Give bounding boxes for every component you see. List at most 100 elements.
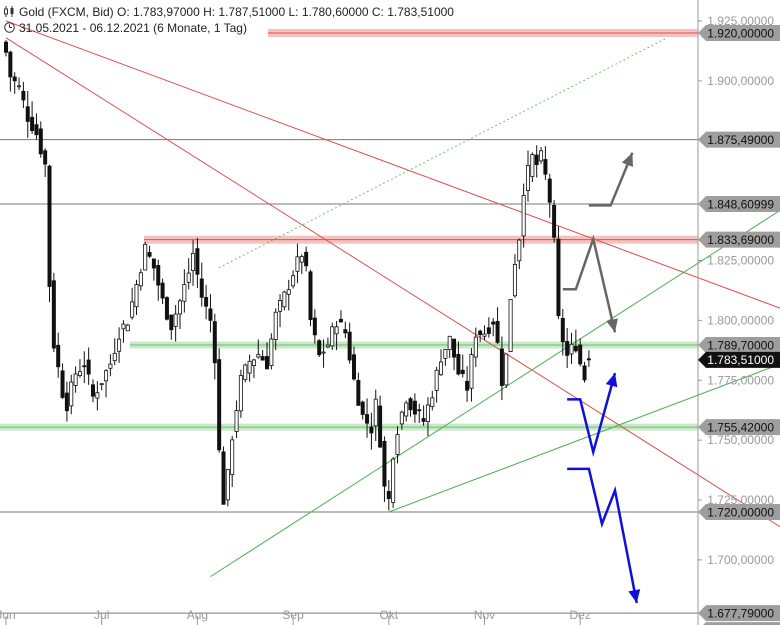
candle-body — [164, 297, 169, 320]
candle-body — [182, 284, 187, 302]
scenario-arrow-line — [588, 152, 634, 207]
month-label: Jul — [94, 608, 109, 622]
candle-body — [25, 106, 30, 122]
candle-body — [356, 379, 361, 406]
candle — [452, 338, 457, 371]
candle-body — [312, 317, 317, 336]
candle-body — [304, 251, 309, 267]
candle — [221, 446, 226, 505]
candle — [151, 258, 156, 281]
scenario-arrow-line — [567, 467, 638, 604]
candle — [360, 400, 365, 420]
candle-body — [543, 159, 548, 175]
candle — [291, 270, 296, 289]
candle-body — [221, 451, 226, 505]
candle — [547, 173, 552, 218]
candle — [460, 354, 465, 378]
candle-body — [273, 311, 278, 341]
candle-body — [208, 308, 213, 321]
candle-body — [8, 51, 13, 78]
candle-body — [399, 411, 404, 425]
candle-body — [195, 248, 200, 275]
month-label: Aug — [187, 608, 208, 622]
candle — [391, 457, 396, 508]
candle-body — [160, 282, 165, 299]
price-tick-label: 1.925,00000 — [707, 14, 774, 28]
candle — [573, 329, 578, 353]
candle — [38, 121, 43, 158]
candle-body — [330, 326, 335, 347]
price-tick-label: 1.800,00000 — [707, 313, 774, 327]
candle — [269, 333, 274, 370]
candle-body — [408, 398, 413, 411]
price-tick-label: 1.825,00000 — [707, 254, 774, 268]
level-label: 1.789,70000 — [698, 337, 780, 354]
candle-body — [417, 409, 422, 412]
level-labels: 1.920,00000 1.875,49000 1.848,60999 1.833,6… — [698, 24, 780, 625]
candle — [30, 101, 35, 134]
candle-body — [565, 341, 570, 356]
candle — [404, 400, 409, 422]
candle-body — [552, 204, 557, 238]
candle-body — [291, 275, 296, 287]
candle — [526, 150, 531, 202]
candle — [91, 379, 96, 403]
candle — [482, 325, 487, 341]
candle-body — [338, 318, 343, 323]
candle-body — [269, 338, 274, 367]
candle — [273, 308, 278, 351]
candle-body — [486, 327, 491, 334]
scenario-arrow-line — [562, 234, 617, 333]
candle — [478, 329, 483, 343]
candle — [351, 346, 356, 381]
month-label: Okt — [379, 608, 398, 622]
trendline — [5, 20, 780, 309]
candle — [256, 339, 261, 359]
candle — [456, 341, 461, 376]
candle-body — [347, 331, 352, 361]
candle-body — [260, 356, 265, 361]
candle — [543, 146, 548, 180]
candle — [182, 269, 187, 313]
candle — [386, 480, 391, 511]
candle — [473, 327, 478, 367]
candle-body — [308, 271, 313, 320]
label-tag — [698, 419, 780, 436]
scenario-arrow-head — [606, 318, 618, 333]
candle-body — [378, 405, 383, 448]
label-text: 1.875,49000 — [707, 133, 774, 147]
month-axis: Jun Jul Aug Sep Okt Nov Dez — [0, 608, 591, 625]
candle — [447, 335, 452, 358]
candle-body — [369, 426, 374, 434]
candle-body — [130, 301, 135, 318]
candle-body — [69, 381, 74, 407]
candle — [64, 381, 69, 422]
candle-body — [434, 369, 439, 391]
candle-body — [438, 361, 443, 376]
candle — [243, 363, 248, 383]
candle-body — [499, 348, 504, 386]
candle — [312, 309, 317, 344]
candle-body — [521, 195, 526, 237]
candle-body — [539, 150, 544, 162]
label-tag — [698, 24, 780, 41]
candle-body — [30, 116, 35, 132]
candle — [425, 397, 430, 437]
candle — [177, 298, 182, 330]
candle-body — [47, 165, 52, 287]
candle-body — [317, 340, 322, 356]
month-label: Dez — [570, 608, 591, 622]
candle — [369, 412, 374, 450]
candle — [56, 332, 61, 378]
candle — [95, 381, 100, 411]
candle-body — [478, 330, 483, 335]
candle-body — [51, 280, 56, 349]
candle — [317, 339, 322, 358]
candle-body — [77, 371, 82, 376]
candle — [73, 366, 78, 393]
candle-body — [112, 352, 117, 362]
candle — [512, 254, 517, 298]
candle-body — [452, 338, 457, 358]
candle-body — [443, 348, 448, 359]
